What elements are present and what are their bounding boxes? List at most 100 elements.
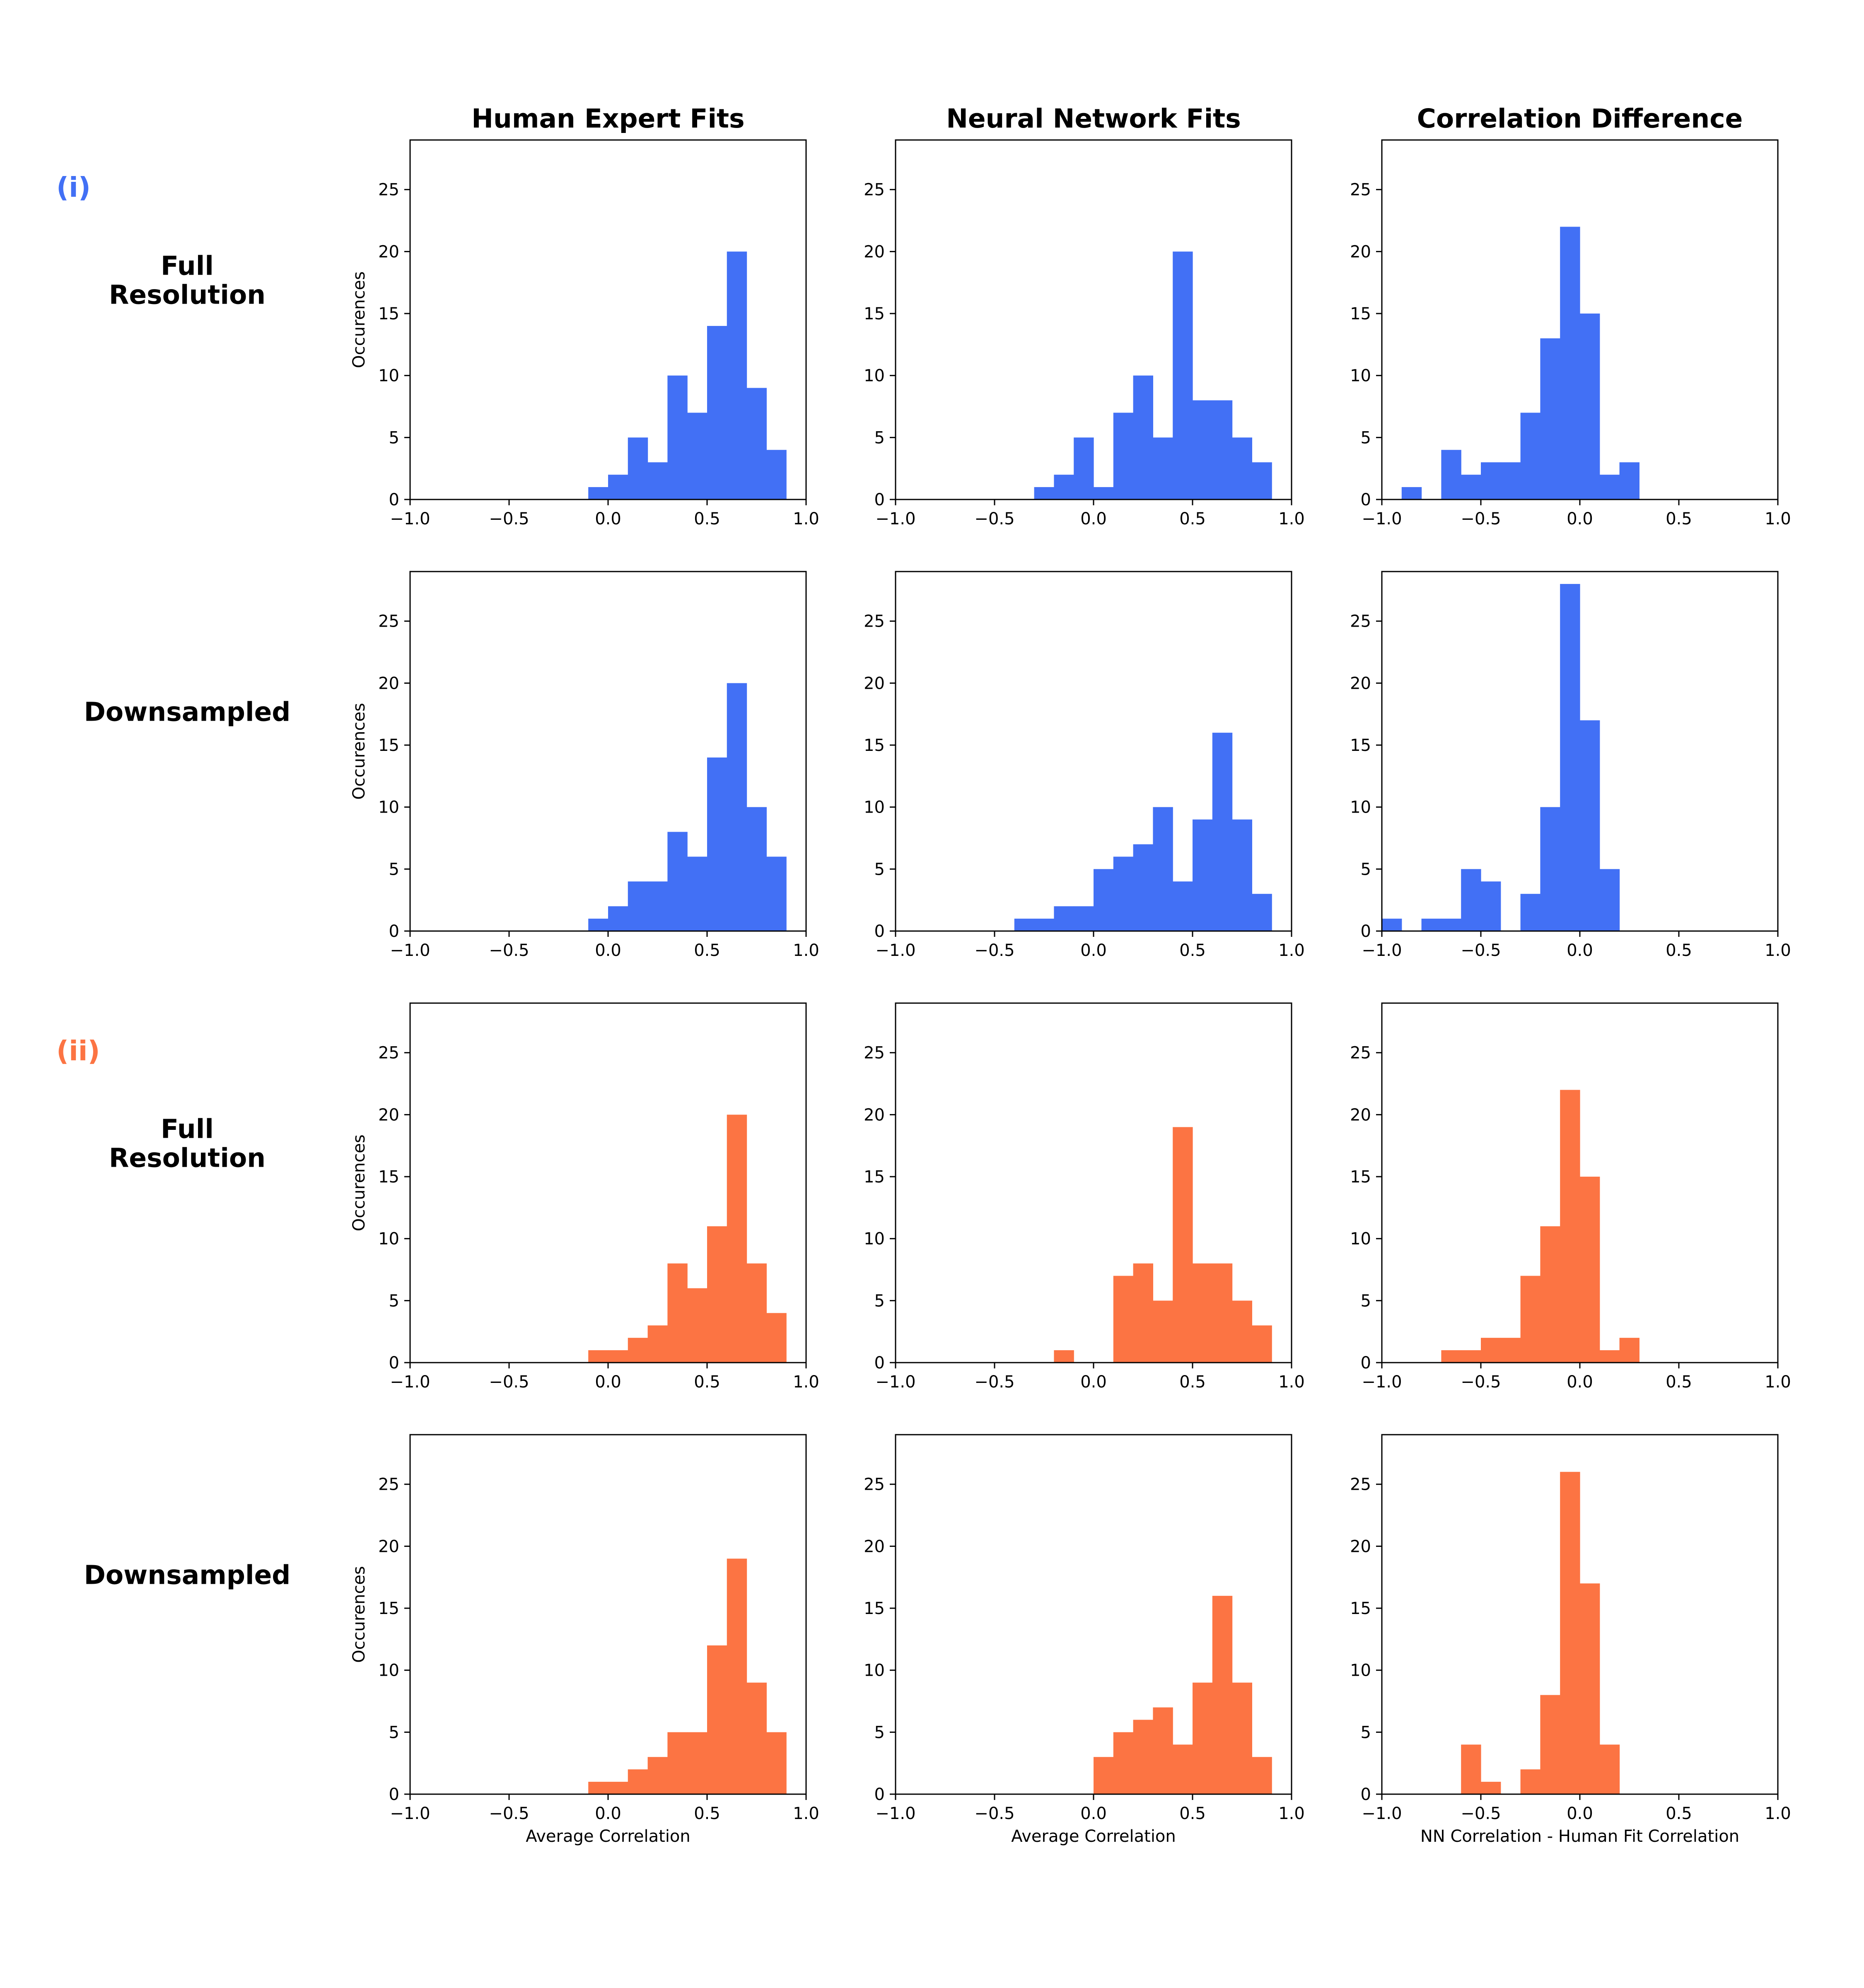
panel-1-1-bar-10 [588,487,608,499]
panel-1-1-bar-19 [766,450,786,499]
panel-4-2-x-tick-label-2: −0.5 [974,1804,1014,1823]
panel-3-2-bar-14 [1153,1300,1173,1363]
panel-2-3-bar-8 [1521,894,1540,931]
panel-4-3-y-tick-label-4: 15 [1350,1599,1371,1618]
panel-3-1-x-tick-label-4: 0.5 [694,1373,720,1392]
panel-2-3-bar-11 [1580,720,1600,931]
panel-3-1-y-tick-label-1: 0 [389,1353,399,1373]
panel-4-3-x-axis-label: NN Correlation - Human Fit Correlation [1420,1827,1739,1846]
panel-3-3-y-tick-label-5: 20 [1350,1105,1371,1124]
panel-3-3-x-tick-label-1: −1.0 [1362,1373,1402,1392]
panel-1-3-bar-6 [1481,462,1501,499]
panel-3-2-bar-17 [1212,1264,1232,1363]
panel-3-3-bar-5 [1461,1350,1481,1363]
panel-1-2-bar-8 [1034,487,1054,499]
panel-2-1-bar-11 [608,906,628,931]
panel-1-2-bar-18 [1232,437,1252,499]
panel-4-3-y-tick-label-6: 25 [1350,1475,1371,1494]
panel-2-2-x-tick-label-5: 1.0 [1278,941,1305,960]
panel-3-2-x-tick-label-4: 0.5 [1179,1373,1206,1392]
panel-4-1-x-tick-label-1: −1.0 [390,1804,430,1823]
panel-3-3-bar-7 [1501,1338,1521,1363]
panel-1-1-y-tick-label-1: 0 [389,490,399,509]
panel-4-3-bar-9 [1540,1695,1560,1794]
panel-3-3-y-tick-label-6: 25 [1350,1044,1371,1063]
panel-1-2-bar-11 [1094,487,1113,499]
panel-1-3-bar-2 [1402,487,1422,499]
panel-1-1-x-tick-label-2: −0.5 [489,509,529,528]
panel-3-3-y-tick-label-3: 10 [1350,1230,1371,1249]
panel-4-1-bar-11 [608,1782,628,1794]
panel-2-3-y-tick-label-2: 5 [1361,860,1371,879]
panel-4-1-bar-15 [687,1732,707,1794]
panel-1-3-bar-11 [1580,314,1600,499]
panel-1-1-bar-17 [727,251,747,499]
panel-1-1-y-tick-label-5: 20 [378,242,399,261]
panel-1-2-bar-19 [1252,462,1272,499]
panel-4-3-x-tick-label-5: 1.0 [1765,1804,1791,1823]
panel-3-2-y-tick-label-2: 5 [874,1291,885,1310]
panel-3-3-bar-4 [1441,1350,1461,1363]
panel-2-2-y-tick-label-5: 20 [864,674,885,693]
panel-3-2-y-tick-label-3: 10 [864,1230,885,1249]
panel-4-1-y-tick-label-1: 0 [389,1785,399,1804]
panel-4-3-x-tick-label-1: −1.0 [1362,1804,1402,1823]
panel-3-2-bar-18 [1232,1300,1252,1363]
panel-1-1-bar-11 [608,475,628,499]
panel-2-3-x-tick-label-1: −1.0 [1362,941,1402,960]
panel-1-1-bar-14 [667,376,687,499]
panel-3-1-y-tick-label-4: 15 [378,1168,399,1187]
panel-2-1-y-tick-label-4: 15 [378,736,399,755]
panel-3-1-x-tick-label-3: 0.0 [595,1373,621,1392]
panel-2-2-x-tick-label-1: −1.0 [875,941,915,960]
panel-1-2-y-tick-label-1: 0 [874,490,885,509]
panel-2-2-bar-11 [1094,869,1113,931]
panel-4-2-bar-11 [1094,1757,1113,1794]
panel-3-3-bar-6 [1481,1338,1501,1363]
panel-4-2-bar-15 [1173,1744,1193,1794]
panel-3-1-x-tick-label-1: −1.0 [390,1373,430,1392]
panel-3-1-bar-15 [687,1288,707,1363]
panel-4-1-bar-18 [747,1683,767,1794]
panel-1-3-x-tick-label-1: −1.0 [1362,509,1402,528]
panel-2-1-bar-19 [766,856,786,931]
panel-3-3-x-tick-label-5: 1.0 [1765,1373,1791,1392]
panel-4-1-bar-13 [648,1757,668,1794]
panel-3-1-y-axis-label: Occurences [350,1134,369,1231]
panel-1-3-bar-12 [1600,475,1620,499]
panel-4-2-y-tick-label-3: 10 [864,1661,885,1680]
panel-2-2-bar-7 [1014,919,1034,931]
panel-3-2-x-tick-label-1: −1.0 [875,1373,915,1392]
panel-1-2-x-tick-label-5: 1.0 [1278,509,1305,528]
panel-4-2-bar-17 [1212,1596,1232,1794]
panel-2-3-bar-4 [1441,919,1461,931]
column-title-1: Human Expert Fits [471,104,744,134]
panel-4-3-x-tick-label-4: 0.5 [1666,1804,1692,1823]
panel-1-1-x-tick-label-3: 0.0 [595,509,621,528]
panel-1-3-x-tick-label-2: −0.5 [1461,509,1501,528]
panel-2-2-y-tick-label-1: 0 [874,922,885,941]
panel-1-2-y-tick-label-2: 5 [874,428,885,447]
panel-2-2-bar-18 [1232,820,1252,931]
panel-3-1-y-tick-label-2: 5 [389,1291,399,1310]
panel-4-2-y-tick-label-1: 0 [874,1785,885,1804]
panel-2-3-bar-3 [1422,919,1441,931]
panel-3-1-y-tick-label-6: 25 [378,1044,399,1063]
panel-3-3-bar-8 [1521,1276,1540,1363]
panel-1-3-bar-7 [1501,462,1521,499]
panel-2-2-y-tick-label-6: 25 [864,612,885,631]
panel-2-2-bar-12 [1113,856,1133,931]
panel-4-2-x-tick-label-4: 0.5 [1179,1804,1206,1823]
panel-3-3-y-tick-label-2: 5 [1361,1291,1371,1310]
panel-3-1-bar-17 [727,1115,747,1363]
panel-4-1-y-tick-label-6: 25 [378,1475,399,1494]
panel-1-3-bar-8 [1521,413,1540,499]
panel-1-3-y-tick-label-4: 15 [1350,304,1371,323]
panel-2-3-x-tick-label-5: 1.0 [1765,941,1791,960]
panel-4-3-y-tick-label-1: 0 [1361,1785,1371,1804]
panel-1-2-x-tick-label-1: −1.0 [875,509,915,528]
row-label-4-line-1: Downsampled [84,1560,291,1590]
panel-3-2-bar-9 [1054,1350,1074,1363]
panel-3-1-y-tick-label-3: 10 [378,1230,399,1249]
panel-3-2-y-tick-label-4: 15 [864,1168,885,1187]
